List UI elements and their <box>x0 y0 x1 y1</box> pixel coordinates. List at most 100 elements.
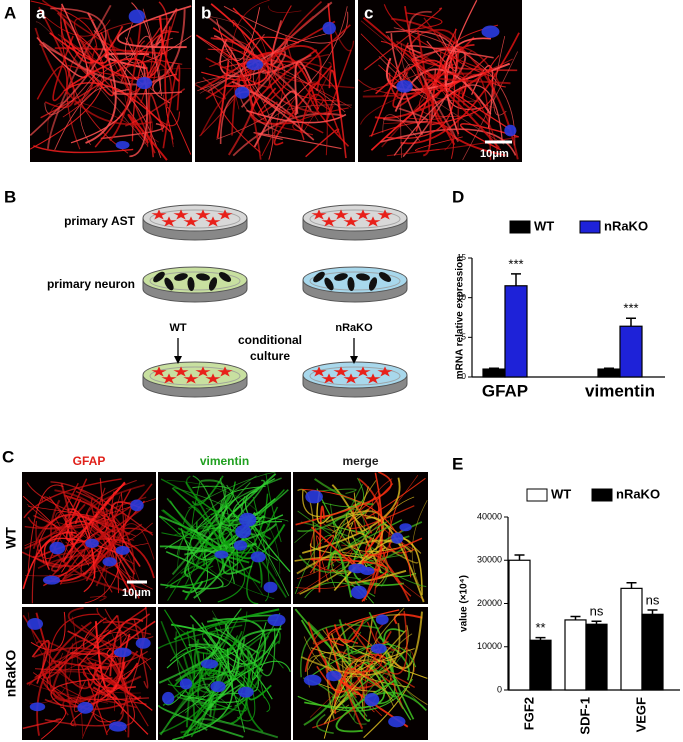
fiber <box>380 40 467 80</box>
x-tick-label: vimentin <box>585 381 655 400</box>
astrocyte <box>311 209 327 220</box>
fiber <box>322 477 365 508</box>
bar <box>585 623 608 691</box>
fiber <box>173 608 280 641</box>
panel-label: D <box>452 187 464 206</box>
column-label: vimentin <box>200 454 249 468</box>
fiber <box>328 69 347 159</box>
astrocyte <box>333 366 349 377</box>
astrocyte <box>355 366 371 377</box>
fiber <box>34 27 153 126</box>
fiber <box>418 50 473 117</box>
neuron <box>368 277 378 291</box>
fiber <box>331 619 353 699</box>
astrocyte <box>343 373 359 384</box>
nucleus <box>246 59 264 71</box>
fiber <box>251 622 279 681</box>
x-tick-label: FGF2 <box>521 697 536 730</box>
fiber <box>27 496 70 533</box>
astrocyte <box>173 209 189 220</box>
fiber <box>85 65 115 97</box>
bar <box>504 285 528 378</box>
fibers <box>195 0 355 160</box>
fiber <box>309 543 369 559</box>
fiber <box>335 678 397 733</box>
fiber <box>78 664 108 736</box>
fiber <box>232 478 282 523</box>
micrograph <box>158 607 291 740</box>
subpanel-label: b <box>201 3 211 22</box>
y-tick-label: 20000 <box>477 598 502 608</box>
fiber <box>166 480 281 574</box>
nucleus <box>135 637 151 649</box>
fiber <box>34 647 152 678</box>
fiber <box>246 506 279 604</box>
fiber <box>310 625 409 662</box>
fiber <box>99 478 134 597</box>
fiber <box>382 107 429 123</box>
fiber <box>105 615 122 702</box>
astrocyte <box>217 209 233 220</box>
fiber <box>365 537 423 556</box>
fiber <box>231 81 315 141</box>
fiber <box>85 657 101 730</box>
fiber <box>74 515 136 575</box>
fiber <box>387 611 423 669</box>
fiber <box>333 619 365 644</box>
culture-dish <box>302 266 408 303</box>
fiber <box>30 7 107 137</box>
legend-label: WT <box>551 486 571 501</box>
fiber <box>361 472 383 602</box>
fiber <box>50 499 131 593</box>
fiber <box>270 20 290 66</box>
dish-inner <box>309 366 401 386</box>
fiber <box>140 66 157 104</box>
nucleus <box>396 80 413 93</box>
nucleus <box>267 614 286 627</box>
fiber <box>110 39 129 90</box>
fiber <box>109 19 142 142</box>
fiber <box>334 629 407 710</box>
fiber <box>393 84 503 156</box>
nucleus <box>210 681 226 693</box>
neuron <box>356 273 370 281</box>
fiber <box>94 613 151 649</box>
fiber <box>133 619 149 689</box>
astrocyte <box>217 366 233 377</box>
culture-dish <box>302 204 408 241</box>
astrocyte <box>355 209 371 220</box>
fiber <box>226 484 290 597</box>
fiber <box>271 5 339 102</box>
astrocyte <box>333 209 349 220</box>
fiber <box>210 37 261 156</box>
fiber <box>416 29 432 157</box>
fiber <box>205 20 336 100</box>
fiber <box>35 640 136 698</box>
fiber <box>295 472 392 526</box>
y-tick-label: 5 <box>462 332 467 341</box>
fibers <box>294 472 428 604</box>
culture-dish <box>302 361 408 398</box>
fiber <box>175 631 234 725</box>
fiber <box>33 647 130 738</box>
column-label: GFAP <box>73 454 106 468</box>
nucleus <box>162 691 175 705</box>
fiber <box>393 27 516 146</box>
fiber <box>352 610 408 675</box>
fiber <box>411 500 428 592</box>
fiber <box>64 639 88 727</box>
fiber <box>382 114 420 142</box>
astrocyte <box>151 366 167 377</box>
fiber <box>73 17 95 57</box>
bar <box>641 613 664 691</box>
fiber <box>253 90 298 148</box>
neuron <box>153 271 165 283</box>
fiber <box>33 145 134 154</box>
arrow-label: WT <box>169 322 186 334</box>
fiber <box>46 629 110 692</box>
fiber <box>348 522 406 552</box>
fiber <box>205 57 273 89</box>
nucleus <box>115 545 130 555</box>
fiber <box>212 608 266 660</box>
fiber <box>127 113 168 161</box>
